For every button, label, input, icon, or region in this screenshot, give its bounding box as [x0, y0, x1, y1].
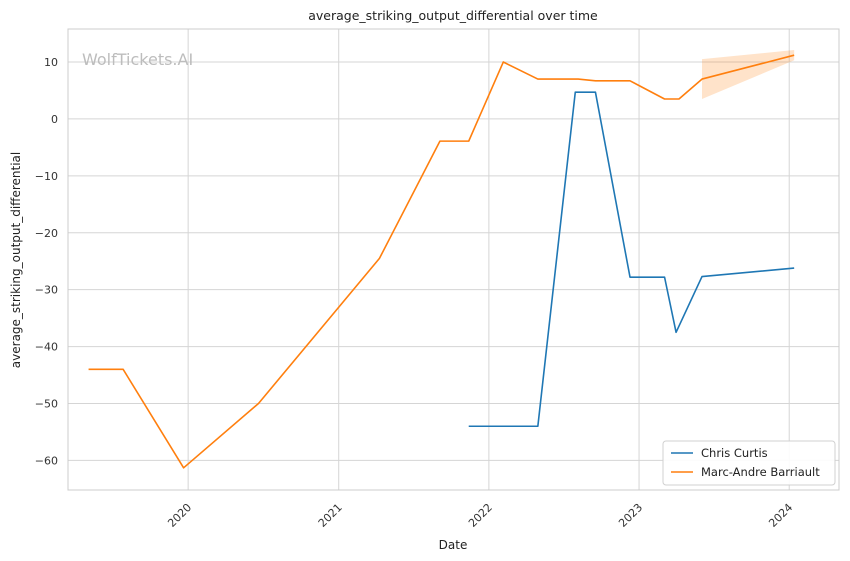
- confidence-band: [701, 50, 795, 100]
- y-tick-label: −30: [35, 284, 58, 297]
- x-tick-labels: 2020 2021 2022 2023 2024: [165, 501, 795, 530]
- y-tick-label: −20: [35, 227, 58, 240]
- plot-frame: [67, 28, 840, 491]
- x-tick-label: 2023: [616, 501, 645, 530]
- x-tick-label: 2021: [316, 501, 345, 530]
- y-tick-label: −50: [35, 397, 58, 410]
- y-tick-label: 10: [44, 56, 58, 69]
- y-tick-label: −10: [35, 170, 58, 183]
- grid: [68, 29, 839, 490]
- series-line-0: [468, 91, 795, 428]
- legend-label: Chris Curtis: [701, 446, 768, 460]
- y-tick-label: 0: [51, 113, 58, 126]
- y-tick-labels: −60 −50 −40 −30 −20 −10 0 10: [35, 56, 58, 467]
- y-tick-label: −40: [35, 341, 58, 354]
- legend-label: Marc-Andre Barriault: [701, 465, 820, 479]
- y-axis-label: average_striking_output_differential: [9, 152, 23, 368]
- chart-title: average_striking_output_differential ove…: [308, 8, 598, 23]
- watermark: WolfTickets.AI: [82, 50, 193, 69]
- series-lines: [88, 54, 795, 469]
- x-tick-label: 2022: [466, 501, 495, 530]
- x-tick-label: 2024: [766, 501, 795, 530]
- x-axis-label: Date: [439, 538, 468, 552]
- y-tick-label: −60: [35, 454, 58, 467]
- legend-box: [662, 440, 836, 486]
- series-line-1: [88, 54, 795, 469]
- x-tick-label: 2020: [165, 501, 194, 530]
- legend: Chris Curtis Marc-Andre Barriault: [662, 440, 836, 486]
- confidence-band-layer: [701, 50, 795, 100]
